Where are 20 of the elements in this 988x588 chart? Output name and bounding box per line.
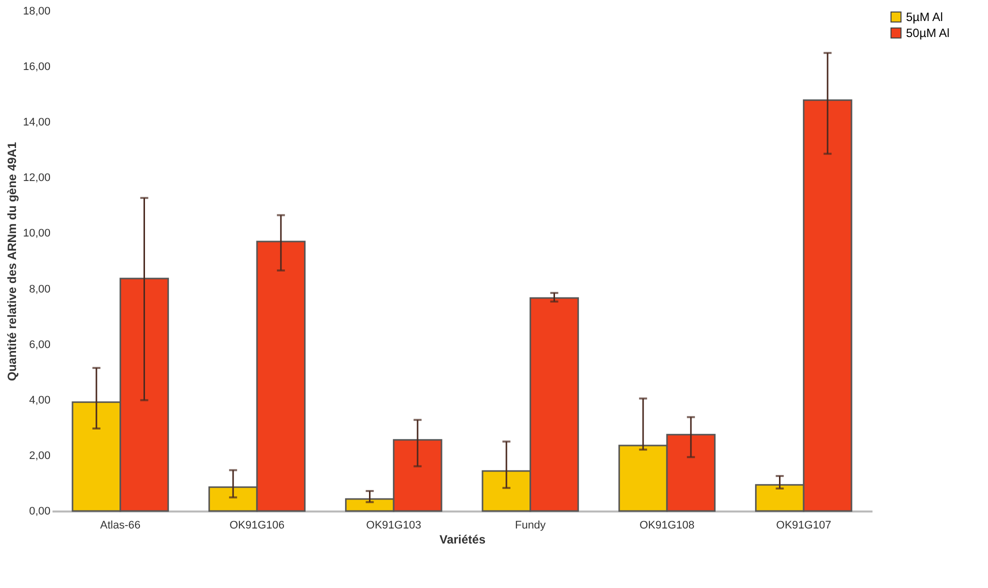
y-tick-label: 16,00 — [22, 61, 50, 74]
legend-label: 50µM Al — [906, 26, 950, 40]
y-tick-label: 2,00 — [29, 450, 50, 462]
x-tick-label: OK91G106 — [229, 520, 285, 532]
x-tick-label: Atlas-66 — [100, 520, 141, 532]
x-tick-label: OK91G103 — [366, 520, 422, 532]
x-tick-label: OK91G107 — [776, 520, 832, 532]
x-tick-label: Fundy — [515, 520, 546, 532]
y-tick-label: 18,00 — [22, 6, 50, 18]
legend-label: 5µM Al — [906, 10, 943, 24]
y-tick-label: 6,00 — [29, 338, 50, 351]
y-tick-label: 14,00 — [22, 116, 50, 129]
x-tick-label: OK91G108 — [639, 520, 695, 532]
y-tick-label: 10,00 — [22, 228, 50, 240]
y-tick-label: 0,00 — [29, 506, 50, 518]
y-tick-label: 4,00 — [29, 394, 50, 406]
y-axis-title: Quantité relative des ARNm du gène 49A1 — [4, 142, 19, 381]
y-tick-label: 8,00 — [29, 283, 50, 296]
y-tick-label: 12,00 — [22, 172, 50, 184]
x-axis-title: Variétés — [439, 532, 486, 546]
